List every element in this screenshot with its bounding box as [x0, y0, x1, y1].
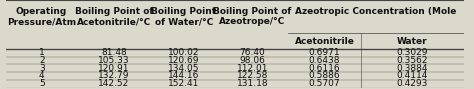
Text: Water: Water: [397, 37, 428, 46]
Text: Operating
Pressure/Atm: Operating Pressure/Atm: [7, 7, 76, 26]
Text: 122.58: 122.58: [237, 71, 268, 80]
Text: 0.6116: 0.6116: [309, 64, 340, 73]
Text: 4: 4: [39, 71, 45, 80]
Text: 76.40: 76.40: [239, 48, 265, 57]
Text: 98.06: 98.06: [239, 56, 265, 65]
Text: 0.4293: 0.4293: [397, 79, 428, 88]
Text: 120.69: 120.69: [168, 56, 200, 65]
Text: 0.5886: 0.5886: [309, 71, 340, 80]
Text: Boiling Point of
Azeotrope/°C: Boiling Point of Azeotrope/°C: [213, 7, 292, 26]
Text: Boiling Point
of Water/°C: Boiling Point of Water/°C: [151, 7, 217, 26]
Text: 112.01: 112.01: [237, 64, 268, 73]
Text: 1: 1: [39, 48, 45, 57]
Text: 134.05: 134.05: [168, 64, 200, 73]
Text: Acetonitrile: Acetonitrile: [294, 37, 355, 46]
Text: Boiling Point of
Acetonitrile/°C: Boiling Point of Acetonitrile/°C: [75, 7, 153, 26]
Text: 142.52: 142.52: [98, 79, 129, 88]
Text: 2: 2: [39, 56, 45, 65]
Text: 131.18: 131.18: [237, 79, 268, 88]
Text: 0.5707: 0.5707: [309, 79, 340, 88]
Text: 0.3562: 0.3562: [397, 56, 428, 65]
Text: 3: 3: [39, 64, 45, 73]
Text: 0.6971: 0.6971: [309, 48, 340, 57]
Text: 0.3029: 0.3029: [397, 48, 428, 57]
Text: 0.3884: 0.3884: [397, 64, 428, 73]
Text: Azeotropic Concentration (Mole: Azeotropic Concentration (Mole: [295, 7, 456, 16]
Text: 0.4114: 0.4114: [397, 71, 428, 80]
Text: 5: 5: [39, 79, 45, 88]
Text: 105.33: 105.33: [98, 56, 130, 65]
Text: 132.79: 132.79: [98, 71, 129, 80]
Text: 100.02: 100.02: [168, 48, 200, 57]
Text: 81.48: 81.48: [101, 48, 127, 57]
Text: 0.6438: 0.6438: [309, 56, 340, 65]
Text: 144.16: 144.16: [168, 71, 200, 80]
Text: 120.91: 120.91: [98, 64, 129, 73]
Text: 152.41: 152.41: [168, 79, 200, 88]
